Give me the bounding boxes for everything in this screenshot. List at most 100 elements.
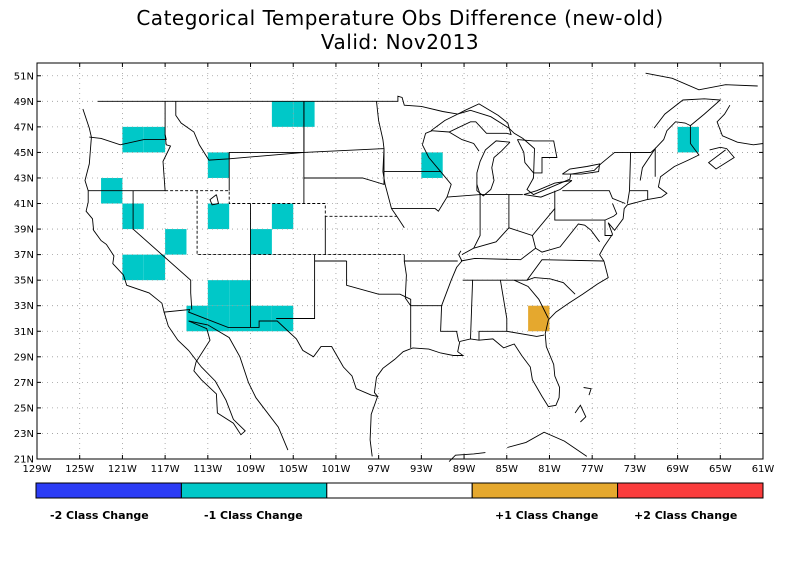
quebec-north-shore [645, 72, 758, 91]
great-salt-lake [209, 194, 220, 206]
lon-tick-label: 105W [279, 464, 308, 475]
maritimes-coast [716, 104, 764, 146]
bahamas [583, 387, 592, 396]
state-boundary [421, 130, 433, 145]
lon-tick-label: 121W [108, 464, 137, 475]
map-frame [36, 62, 764, 460]
lon-tick-label: 89W [453, 464, 476, 475]
state-boundary [196, 190, 405, 256]
st-lawrence [653, 98, 722, 129]
lon-tick-label: 97W [367, 464, 390, 475]
lat-tick-label: 27N [14, 378, 34, 389]
grid-cell [207, 280, 230, 306]
state-boundary [472, 279, 508, 341]
lon-tick-label: 117W [151, 464, 180, 475]
lat-tick-label: 31N [14, 327, 34, 338]
state-boundary [382, 148, 405, 229]
boundary-layer [82, 72, 764, 462]
state-boundary [639, 147, 656, 181]
state-boundary [463, 279, 474, 339]
lat-tick-label: 33N [14, 301, 34, 312]
state-boundary [89, 134, 167, 146]
state-boundary [403, 254, 458, 262]
lon-tick-label: 65W [709, 464, 732, 475]
yucatan-coast [448, 452, 486, 462]
lat-tick-label: 37N [14, 250, 34, 261]
map-title: Categorical Temperature Obs Difference (… [136, 6, 664, 30]
lat-tick-label: 49N [14, 97, 34, 108]
lon-tick-label: 85W [495, 464, 518, 475]
state-boundary [421, 144, 441, 172]
lat-tick-label: 21N [14, 455, 34, 466]
state-boundary [448, 131, 480, 152]
state-boundary [132, 190, 193, 310]
legend-swatch [471, 482, 619, 499]
nova-scotia [707, 146, 735, 170]
state-boundary [629, 151, 651, 191]
state-boundary [629, 190, 649, 200]
state-boundary [303, 101, 385, 153]
legend-label-minus1: -1 Class Change [204, 509, 303, 522]
baja-coast [163, 311, 246, 436]
legend-swatch [326, 482, 473, 499]
grid-cell [677, 126, 699, 153]
legend-swatch [35, 482, 182, 499]
state-boundary [562, 190, 626, 204]
state-boundary [410, 305, 460, 342]
grid-cell [271, 101, 294, 127]
grid-cell [186, 305, 208, 332]
mexico-west-coast [188, 320, 289, 451]
lon-tick-label: 125W [65, 464, 94, 475]
lon-tick-label: 69W [666, 464, 689, 475]
lat-tick-label: 39N [14, 225, 34, 236]
state-boundary [229, 151, 304, 160]
grid-cell [250, 229, 272, 255]
lake-ontario [562, 163, 601, 175]
legend-label-plus1: +1 Class Change [495, 509, 599, 522]
state-boundary [473, 194, 510, 249]
legend-bar [35, 482, 764, 499]
lon-tick-label: 81W [538, 464, 561, 475]
grid-cell [122, 254, 144, 281]
state-boundary [554, 203, 618, 221]
state-boundary [446, 194, 481, 255]
lon-tick-label: 93W [410, 464, 433, 475]
cuba-coast [507, 431, 588, 457]
grid-cell [207, 305, 230, 332]
grid-cell [421, 152, 443, 178]
state-boundary [506, 330, 545, 337]
grid-cell [229, 280, 251, 306]
state-boundary [175, 101, 305, 161]
state-boundary [626, 190, 630, 204]
state-boundary [276, 254, 316, 319]
lon-tick-label: 61W [752, 464, 775, 475]
lat-tick-label: 51N [14, 71, 34, 82]
state-boundary [604, 220, 613, 236]
lat-tick-label: 35N [14, 276, 34, 287]
lon-tick-label: 77W [581, 464, 604, 475]
state-boundary [403, 260, 412, 306]
lake-huron [516, 139, 558, 174]
lake-erie [523, 180, 573, 198]
lake-superior [430, 103, 512, 136]
lat-tick-label: 25N [14, 403, 34, 414]
lat-tick-label: 23N [14, 429, 34, 440]
lat-tick-label: 45N [14, 148, 34, 159]
grid-cell [207, 203, 230, 230]
state-boundary [441, 250, 463, 306]
bahamas [574, 404, 587, 423]
grid-cell [143, 254, 166, 281]
state-boundary [508, 190, 556, 237]
lat-tick-label: 47N [14, 122, 34, 133]
state-boundary [303, 148, 385, 186]
axis-ticks: 51N 49N 47N 45N 43N 41N 39N 37N 35N 33N 31N 29N 27N 2… [14, 63, 775, 475]
legend-swatch [180, 482, 328, 499]
state-boundary [165, 190, 397, 217]
state-boundary [460, 235, 537, 262]
legend-label-minus2: -2 Class Change [50, 509, 149, 522]
grid-cell [250, 305, 272, 332]
grid-cell [271, 203, 294, 230]
lon-tick-label: 109W [236, 464, 265, 475]
grid-cell [165, 229, 187, 255]
state-boundary [535, 223, 600, 253]
